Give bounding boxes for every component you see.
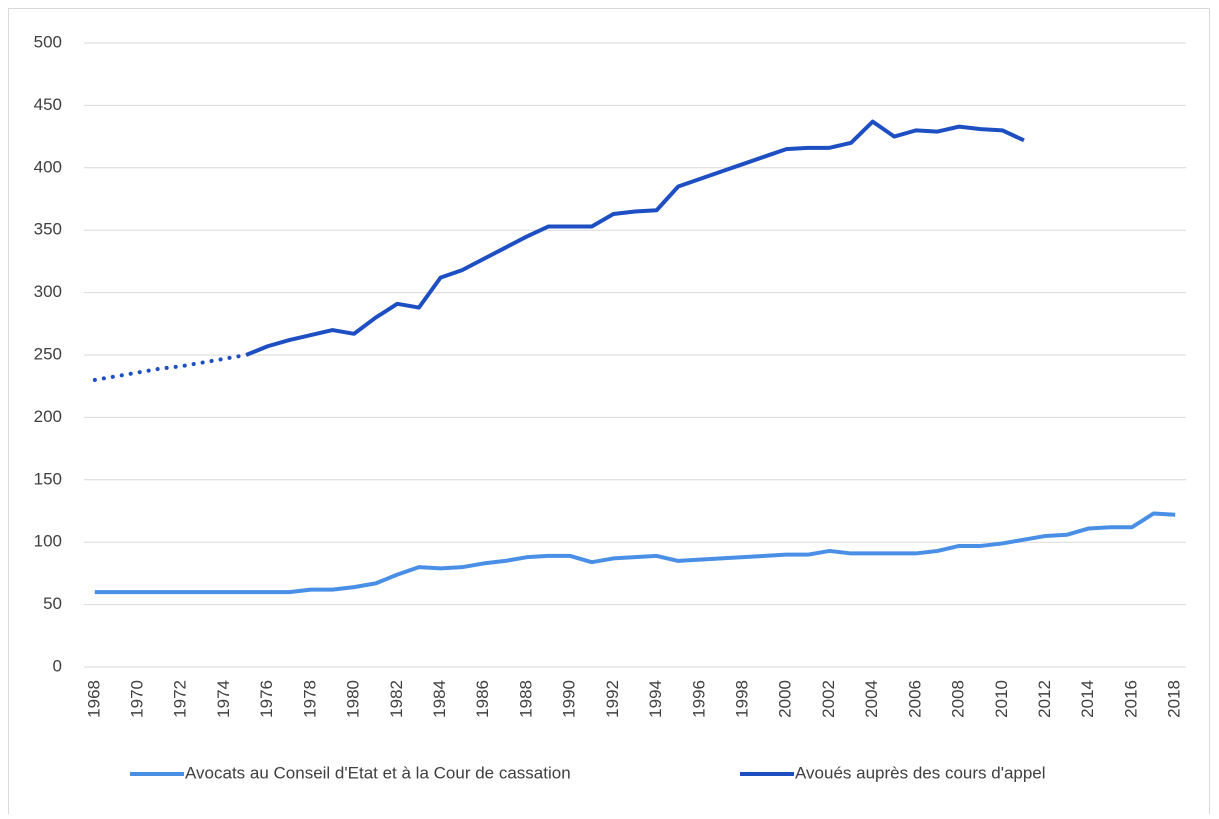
- line: [94, 511, 1176, 595]
- y-tick-label: 0: [53, 656, 62, 675]
- y-tick-label: 200: [34, 407, 62, 426]
- x-tick-label: 1980: [344, 680, 363, 718]
- y-tick-label: 50: [43, 594, 62, 613]
- x-tick-label: 2006: [905, 680, 924, 718]
- x-tick-label: 1998: [733, 680, 752, 718]
- x-tick-label: 1968: [84, 680, 103, 718]
- x-tick-label: 2014: [1078, 680, 1097, 718]
- x-tick-label: 1976: [257, 680, 276, 718]
- y-tick-label: 250: [34, 344, 62, 363]
- y-tick-label: 400: [34, 157, 62, 176]
- x-tick-label: 2004: [862, 680, 881, 718]
- x-tick-label: 2008: [949, 680, 968, 718]
- x-tick-label: 2016: [1121, 680, 1140, 718]
- x-tick-label: 1984: [430, 680, 449, 718]
- x-tick-label: 1990: [560, 680, 579, 718]
- x-tick-label: 1988: [516, 680, 535, 718]
- x-tick-label: 1982: [387, 680, 406, 718]
- y-tick-label: 350: [34, 220, 62, 239]
- x-tick-label: 1970: [128, 680, 147, 718]
- x-tick-label: 1972: [171, 680, 190, 718]
- x-tick-label: 2018: [1165, 680, 1184, 718]
- legend-label: Avoués auprès des cours d'appel: [795, 763, 1046, 782]
- y-tick-label: 150: [34, 469, 62, 488]
- x-tick-label: 1974: [214, 680, 233, 718]
- y-tick-label: 300: [34, 282, 62, 301]
- x-tick-label: 1992: [603, 680, 622, 718]
- y-tick-label: 500: [34, 32, 62, 51]
- x-tick-label: 1996: [689, 680, 708, 718]
- x-tick-label: 2000: [776, 680, 795, 718]
- legend-label: Avocats au Conseil d'Etat et à la Cour d…: [185, 763, 571, 782]
- dotted-line: [92, 353, 249, 382]
- y-tick-label: 450: [34, 95, 62, 114]
- x-tick-label: 1986: [473, 680, 492, 718]
- y-tick-label: 100: [34, 532, 62, 551]
- x-tick-label: 2012: [1035, 680, 1054, 718]
- x-tick-label: 2002: [819, 680, 838, 718]
- line: [245, 119, 1025, 357]
- x-tick-label: 2010: [992, 680, 1011, 718]
- x-tick-label: 1994: [646, 680, 665, 718]
- x-tick-label: 1978: [300, 680, 319, 718]
